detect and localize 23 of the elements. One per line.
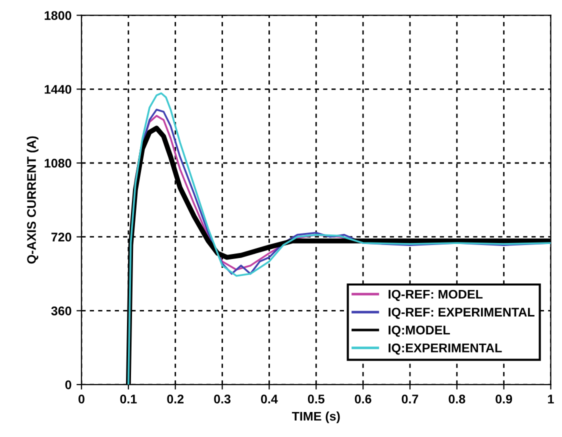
legend-label: IQ-REF: MODEL: [388, 290, 483, 302]
x-tick-label: 0.7: [402, 394, 418, 404]
y-tick-label: 0: [65, 380, 72, 390]
x-tick-label: 0.3: [214, 394, 231, 404]
y-tick-label: 720: [51, 232, 72, 242]
x-tick-label: 0.5: [308, 394, 324, 404]
x-tick-label: 1: [548, 394, 554, 404]
x-tick-label: 0.2: [167, 394, 184, 404]
x-tick-label: 0.1: [120, 394, 137, 404]
y-axis-title: Q-AXIS CURRENT (A): [26, 136, 38, 264]
x-tick-label: 0.9: [496, 394, 512, 404]
x-tick-label: 0.6: [354, 394, 372, 404]
x-tick-label: 0: [78, 394, 84, 404]
y-tick-label: 360: [51, 306, 72, 316]
y-tick-label: 1440: [44, 84, 72, 94]
legend-label: IQ-REF: EXPERIMENTAL: [388, 308, 534, 319]
y-tick-label: 1080: [44, 158, 72, 168]
x-axis-title: TIME (s): [292, 411, 340, 424]
x-tick-label: 0.4: [261, 394, 278, 404]
y-tick-label: 1800: [44, 11, 72, 20]
x-tick-label: 0.8: [448, 394, 466, 404]
legend-label: IQ:MODEL: [388, 326, 450, 337]
legend-label: IQ:EXPERIMENTAL: [388, 344, 502, 355]
